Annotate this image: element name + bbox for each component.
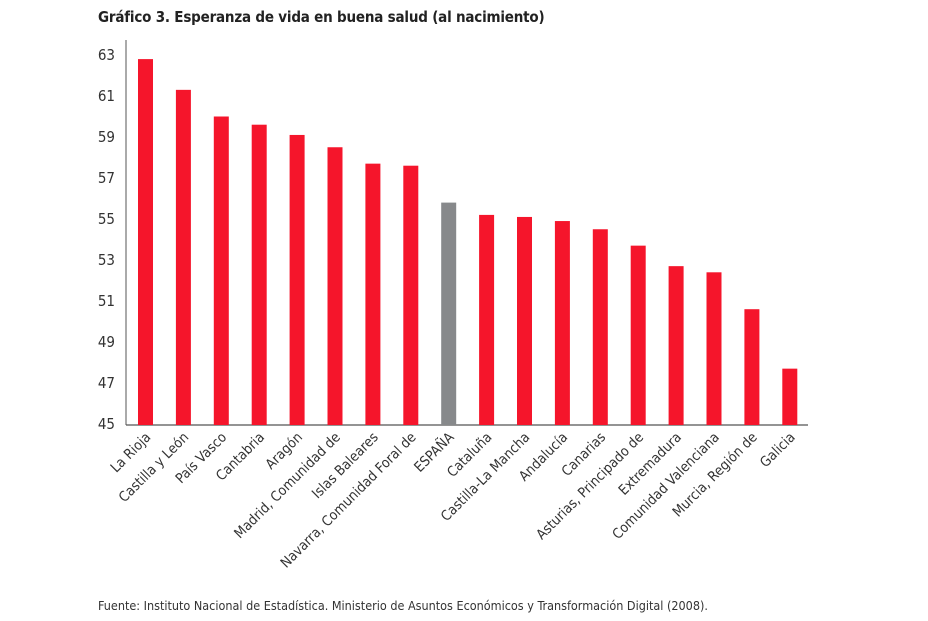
y-tick-label: 53 xyxy=(98,251,115,269)
y-tick-label: 55 xyxy=(98,210,115,228)
bar xyxy=(592,229,608,425)
x-category-label: Galicia xyxy=(757,430,798,471)
y-tick-label: 45 xyxy=(98,415,115,433)
bar xyxy=(403,165,419,425)
y-tick-label: 61 xyxy=(98,87,115,105)
bar xyxy=(251,124,267,425)
bar xyxy=(175,89,191,425)
bar xyxy=(782,368,798,425)
bar xyxy=(289,134,305,425)
bar xyxy=(327,147,343,425)
chart-title: Gráfico 3. Esperanza de vida en buena sa… xyxy=(98,8,545,26)
bar xyxy=(668,266,684,425)
bar xyxy=(517,216,532,425)
bar xyxy=(630,245,646,425)
bar xyxy=(554,221,570,425)
bar xyxy=(479,214,495,425)
y-tick-label: 51 xyxy=(98,292,115,310)
bar xyxy=(365,163,381,425)
y-tick-label: 59 xyxy=(98,128,115,146)
bar xyxy=(706,272,722,425)
y-tick-label: 47 xyxy=(98,374,115,392)
y-tick-label: 63 xyxy=(98,46,115,64)
bar xyxy=(441,202,457,425)
y-tick-label: 49 xyxy=(98,333,115,351)
y-tick-label: 57 xyxy=(98,169,115,187)
bar xyxy=(744,309,760,425)
bar xyxy=(138,59,153,425)
bar xyxy=(213,116,229,425)
chart-source: Fuente: Instituto Nacional de Estadístic… xyxy=(98,598,708,613)
